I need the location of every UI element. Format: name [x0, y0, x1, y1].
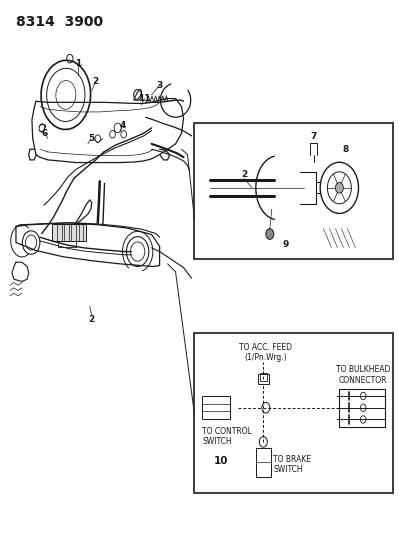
- Bar: [57, 224, 62, 241]
- Text: 10: 10: [214, 456, 229, 466]
- Bar: [194, 123, 393, 259]
- Text: 11: 11: [138, 94, 151, 103]
- Bar: [202, 396, 230, 419]
- Text: 1: 1: [75, 60, 81, 68]
- Circle shape: [336, 182, 344, 193]
- Text: TO BULKHEAD
CONNECTOR: TO BULKHEAD CONNECTOR: [336, 365, 390, 384]
- Text: 8: 8: [342, 146, 348, 154]
- Text: 3: 3: [156, 81, 163, 90]
- Bar: [258, 374, 269, 384]
- Text: 5: 5: [88, 134, 94, 143]
- Bar: [194, 333, 393, 493]
- Text: 7: 7: [310, 132, 317, 141]
- Text: 2: 2: [89, 316, 95, 324]
- Bar: [256, 448, 271, 477]
- Bar: [340, 389, 385, 427]
- Bar: [58, 241, 76, 247]
- Text: 8314  3900: 8314 3900: [16, 15, 103, 29]
- Text: 4: 4: [120, 121, 126, 130]
- Bar: [79, 224, 83, 241]
- Text: 2: 2: [93, 77, 99, 85]
- Bar: [260, 373, 267, 381]
- Text: TO ACC. FEED
(1/Pn.Wrg.): TO ACC. FEED (1/Pn.Wrg.): [239, 343, 292, 362]
- Circle shape: [266, 229, 274, 239]
- Text: 6: 6: [41, 129, 48, 138]
- Text: 9: 9: [282, 240, 289, 249]
- Bar: [71, 224, 76, 241]
- Text: TO BRAKE
SWITCH: TO BRAKE SWITCH: [273, 455, 312, 474]
- Text: TO CONTROL
SWITCH: TO CONTROL SWITCH: [202, 427, 252, 446]
- Text: 2: 2: [241, 169, 247, 179]
- Bar: [64, 224, 69, 241]
- Bar: [52, 224, 86, 241]
